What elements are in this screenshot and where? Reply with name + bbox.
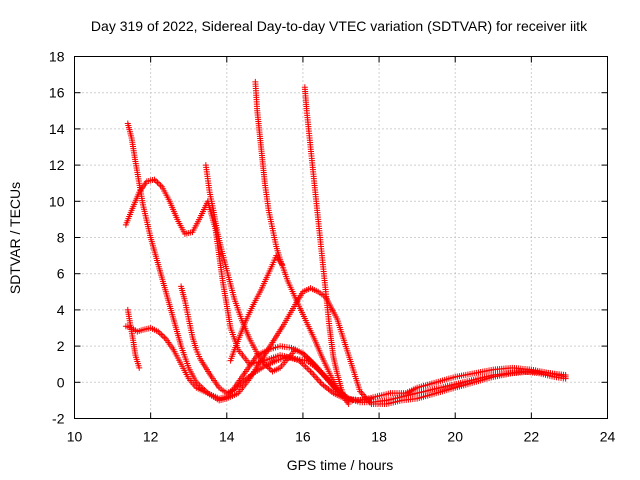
x-tick-label: 24 [600,429,616,445]
data-point [368,395,375,402]
data-point [314,376,321,383]
data-point [316,377,323,384]
y-tick-label: 0 [57,374,65,390]
data-point [161,334,168,341]
x-tick-label: 14 [219,429,235,445]
chart-title: Day 319 of 2022, Sidereal Day-to-day VTE… [91,18,588,34]
y-axis-label: SDTVAR / TECUs [7,182,23,294]
data-point [317,379,324,386]
data-point [562,375,569,382]
plot-frame [74,56,608,419]
data-points [122,78,569,408]
y-tick-label: 12 [49,157,65,173]
data-point [159,332,166,339]
data-point [308,370,315,377]
data-point [310,371,317,378]
y-tick-label: 18 [49,49,65,65]
y-tick-label: 2 [57,338,65,354]
data-point [152,178,159,185]
x-tick-label: 12 [143,429,159,445]
data-point [156,180,163,187]
y-tick-label: -2 [52,411,65,427]
x-axis-label: GPS time / hours [287,457,394,473]
data-point [311,373,318,380]
data-point [158,331,165,338]
x-tick-label: 16 [295,429,311,445]
data-point [313,374,320,381]
x-tick-label: 18 [371,429,387,445]
x-tick-label: 20 [447,429,463,445]
data-point [136,364,143,371]
x-tick-label: 22 [524,429,540,445]
y-tick-label: 10 [49,193,65,209]
data-point [278,261,285,268]
data-point [267,366,274,373]
data-point [349,397,356,404]
y-tick-label: 8 [57,230,65,246]
y-tick-label: 4 [57,302,65,318]
x-tick-label: 10 [67,429,83,445]
y-tick-label: 14 [49,121,65,137]
y-tick-label: 16 [49,85,65,101]
data-point [157,182,164,189]
y-tick-label: 6 [57,266,65,282]
grid [74,56,608,419]
data-point [345,401,352,408]
